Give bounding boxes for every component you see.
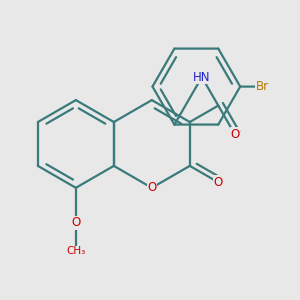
Text: HN: HN [193,70,211,84]
Text: CH₃: CH₃ [66,246,85,256]
Text: O: O [71,216,80,230]
Text: O: O [214,176,223,189]
Text: O: O [230,128,239,141]
Text: Br: Br [256,80,269,93]
Text: O: O [147,181,156,194]
